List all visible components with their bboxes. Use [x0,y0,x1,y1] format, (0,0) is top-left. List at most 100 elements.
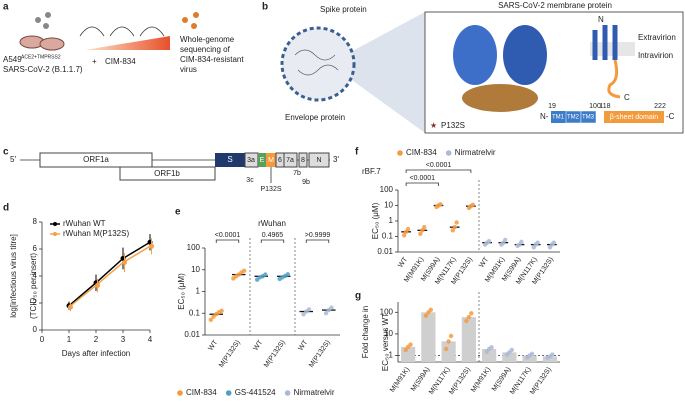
bracket [405,169,472,173]
panel-b: b Spike protein Envelope protein SARS-Co… [262,1,684,134]
panel-label: b [262,2,268,13]
panel-label: f [355,147,359,158]
y-axis-label: log[infectious virus titre] [9,234,18,318]
resistant-virus [182,12,199,29]
x-tick-label: M(P132S) [263,339,287,369]
lower-gene: 9b [302,179,310,186]
x-tick-label: M(M91K) [389,366,411,394]
y-tick-label: 0 [33,325,38,334]
point [454,220,459,225]
mutation: P132S [441,121,465,130]
p-value: <0.0001 [426,162,452,169]
y-tick-label: 10 [384,201,393,210]
point [464,318,469,324]
point [452,224,457,230]
point [486,238,492,244]
bracket [305,239,330,243]
tm3: TM3 [582,115,595,121]
x-tick-label: M(P132S) [308,339,332,369]
point [95,282,100,288]
legend-label: CIM-834 [406,148,437,157]
gene [215,153,245,167]
y-tick-label: 1 [196,287,201,296]
domain-c: -C [666,112,675,121]
gene-label: ORF1a [83,155,109,164]
cell-line-sup: ACE2+TMPRSS2 [21,54,61,60]
domain-n: N- [540,112,549,121]
legend-label: Nirmatrelvir [455,148,496,157]
x-tick-label: 0 [40,335,45,344]
panel-label: a [3,2,9,13]
protein-structure [453,25,547,112]
sequencing-line: Whole-genome [180,35,235,44]
point [208,317,214,322]
point [438,202,443,207]
bar [401,346,416,362]
legend-swatch [284,390,291,396]
beta-box [604,111,664,123]
line [68,245,151,308]
x-tick-label: M(S99A) [491,366,513,393]
bar [522,355,537,362]
bracket [260,239,285,243]
point [122,260,127,265]
virion [280,26,356,102]
point [329,305,334,310]
x-tick-label: WT [252,339,264,353]
x-tick-label: M(M91K) [470,366,492,394]
y-axis-label: Fold change in [361,306,370,358]
legend-swatch [445,150,452,156]
point [219,308,224,313]
mutation: P132S [260,186,281,193]
point [403,347,408,353]
c-tail [607,59,621,99]
zoom [345,12,425,133]
tm-box [551,111,566,123]
y-tick-label: 100 [380,307,394,316]
virus: SARS-CoV-2 (B.1.1.7) [3,65,83,74]
point [68,304,73,310]
legend-swatch [53,222,57,226]
bracket [405,182,439,186]
legend-swatch [225,390,232,396]
legend-label: CIM-834 [186,388,217,397]
box-title: SARS-CoV-2 membrane protein [498,1,612,10]
point [466,314,472,320]
x-axis-label: Days after infection [62,349,130,358]
star: ★ [430,121,437,130]
chart-title: rWuhan [258,219,286,228]
x-tick-label: M(S99A) [410,366,432,393]
y-axis-label: EC₅₀ (μM) [177,273,186,310]
point [550,352,555,357]
point [285,272,290,277]
point [450,228,455,233]
bar [502,352,517,362]
y-tick-label: 100 [380,185,394,194]
point [428,307,434,313]
x-tick-label: 1 [67,335,72,344]
y-axis-label: EC₅₀ (μM) [371,202,380,239]
envelope-label: Envelope protein [285,113,345,122]
axes [204,248,340,336]
lower-gene: 3c [246,177,254,184]
gene [308,152,330,168]
position: 100 [589,103,601,110]
tm-helices [592,25,618,60]
virus-icons [35,12,51,29]
y-tick-label: 4 [33,271,38,280]
sequencing-line: virus [180,65,197,74]
y-tick-label: 1 [389,216,394,225]
point [422,224,427,230]
gene-label: S [227,155,232,164]
legend-label: Nirmatrelvir [294,388,335,397]
panel-a: a A549 ACE2+TMPRSS2 SARS-CoV-2 (B.1.1.7)… [3,2,244,74]
point [418,231,423,236]
sequencing-line: sequencing of [180,45,231,54]
point [509,347,515,353]
legend-label: GS-441524 [235,388,276,397]
legend-swatch [177,390,183,396]
panel-label: e [175,207,181,218]
gene-label: 3a [247,157,255,164]
bracket [215,239,240,243]
